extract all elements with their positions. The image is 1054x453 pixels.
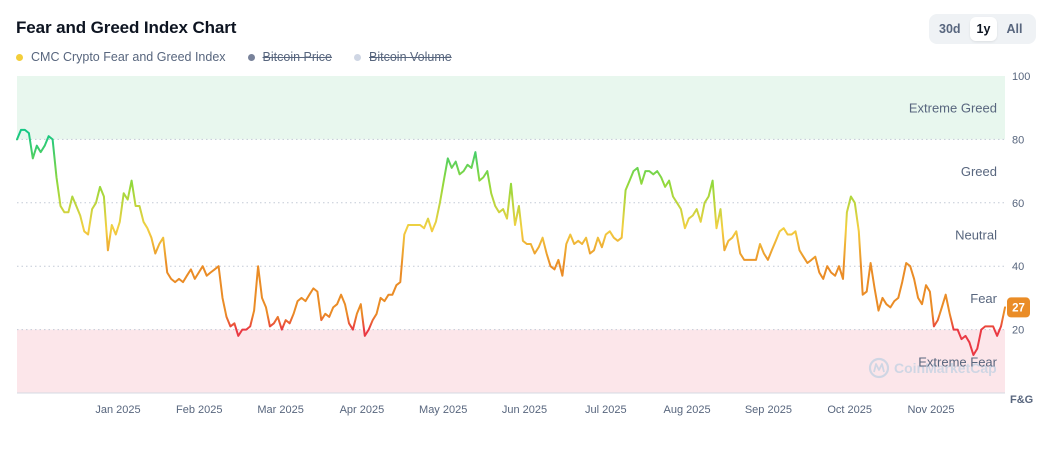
legend-label: Bitcoin Volume	[369, 50, 452, 64]
y-tick-label: 80	[1012, 134, 1024, 146]
y-tick-label: 40	[1012, 261, 1024, 273]
y-tick-label: 60	[1012, 198, 1024, 210]
x-tick-label: Oct 2025	[827, 404, 872, 416]
watermark-text: CoinMarketCap	[894, 360, 997, 376]
current-value-text: 27	[1012, 302, 1025, 314]
x-tick-label: May 2025	[419, 404, 467, 416]
coinmarketcap-logo-mark	[873, 363, 885, 373]
legend-label: Bitcoin Price	[262, 50, 333, 64]
zone-label: Greed	[961, 164, 997, 179]
zone-label: Extreme Fear	[918, 354, 997, 369]
range-button-all[interactable]: All	[1006, 22, 1023, 36]
zone-band-extreme-greed	[17, 76, 1005, 140]
time-range-selector: 30d 1y All	[929, 14, 1036, 44]
legend: CMC Crypto Fear and Greed Index Bitcoin …	[16, 50, 452, 64]
x-tick-label: Aug 2025	[664, 404, 711, 416]
x-tick-label: Mar 2025	[257, 404, 303, 416]
legend-item-bitcoin-price[interactable]: Bitcoin Price	[247, 50, 333, 64]
zone-label: Neutral	[955, 228, 997, 243]
legend-item-bitcoin-volume[interactable]: Bitcoin Volume	[354, 50, 452, 64]
y-axis-label: F&G	[1010, 394, 1033, 406]
zone-label: Fear	[970, 291, 997, 306]
y-tick-label: 100	[1012, 71, 1030, 83]
x-tick-label: Apr 2025	[340, 404, 385, 416]
range-button-30d[interactable]: 30d	[939, 22, 961, 36]
y-tick-label: 20	[1012, 325, 1024, 337]
coinmarketcap-logo-icon	[868, 357, 890, 379]
x-tick-label: Feb 2025	[176, 404, 222, 416]
fear-greed-line	[16, 128, 1006, 356]
x-tick-label: Jul 2025	[585, 404, 627, 416]
legend-dot-icon	[16, 53, 23, 61]
legend-dot-icon	[354, 53, 362, 61]
x-tick-label: Sep 2025	[745, 404, 792, 416]
x-tick-label: Jan 2025	[95, 404, 140, 416]
legend-item-fear-greed[interactable]: CMC Crypto Fear and Greed Index	[16, 50, 226, 64]
legend-dot-icon	[247, 53, 255, 61]
legend-label: CMC Crypto Fear and Greed Index	[31, 50, 226, 64]
zone-label: Extreme Greed	[909, 101, 997, 116]
x-tick-label: Jun 2025	[502, 404, 547, 416]
current-value-badge	[1007, 297, 1030, 318]
watermark: CoinMarketCap	[868, 357, 997, 379]
range-button-1y[interactable]: 1y	[969, 17, 998, 41]
zone-band-extreme-fear	[17, 329, 1005, 393]
chart-title: Fear and Greed Index Chart	[16, 18, 237, 37]
x-tick-label: Nov 2025	[907, 404, 954, 416]
